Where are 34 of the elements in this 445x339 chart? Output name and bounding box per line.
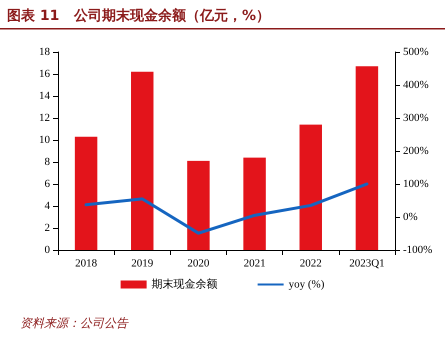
y-tick-label: 4 <box>44 200 50 212</box>
legend-label: yoy (%) <box>288 278 325 290</box>
y-tick-label: 14 <box>39 90 50 102</box>
text: 资料来源：公司公告 <box>20 316 129 330</box>
chart-title: 图表 11 公司期末现金余额（亿元，%） <box>7 7 270 24</box>
bar <box>243 158 266 250</box>
bar <box>187 160 210 250</box>
y-tick-label: 10 <box>39 134 50 146</box>
bar <box>131 72 154 250</box>
y-tick-label: 6 <box>44 178 50 190</box>
y-tick-label: 2 <box>44 222 50 234</box>
y-tick-label: 16 <box>39 68 50 80</box>
x-tick-label: 2021 <box>244 258 266 270</box>
x-tick-label: 2019 <box>131 258 154 270</box>
y2-tick-label: 100% <box>403 178 429 190</box>
x-tick-label: 2023Q1 <box>349 258 385 270</box>
x-tick-label: 2022 <box>300 258 322 270</box>
line-series <box>84 182 368 235</box>
x-tick-label: 2018 <box>75 258 98 270</box>
y2-tick-label: 0% <box>403 211 418 223</box>
x-tick-label: 2020 <box>187 258 210 270</box>
y-tick-label: 18 <box>39 46 50 58</box>
bar <box>356 66 378 250</box>
y-tick-label: 0 <box>44 244 50 256</box>
y2-tick-label: -100% <box>403 244 432 256</box>
y-tick-label: 12 <box>39 112 50 124</box>
y2-tick-label: 500% <box>403 46 429 58</box>
bar <box>300 124 322 250</box>
y2-tick-label: 400% <box>403 79 429 91</box>
y2-tick-label: 200% <box>403 145 429 157</box>
bar <box>74 136 98 250</box>
y2-tick-label: 300% <box>403 112 429 124</box>
y-tick-label: 8 <box>44 156 50 168</box>
legend-label: 期末现金余额 <box>152 278 218 290</box>
